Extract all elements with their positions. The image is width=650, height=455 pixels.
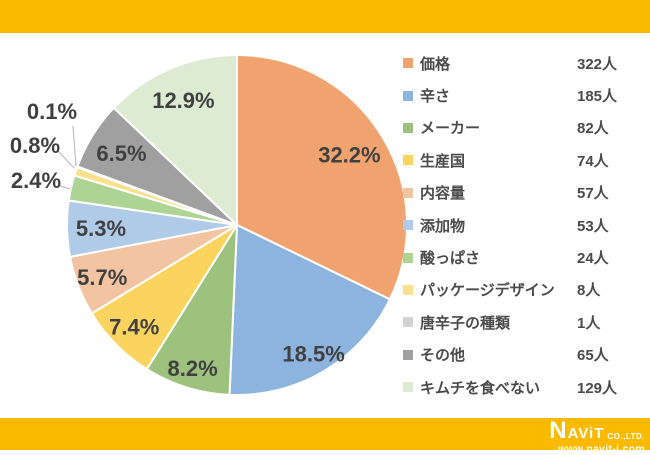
pie-slice-1	[228, 223, 392, 396]
legend-item-6: 酸っぱさ 24人	[403, 241, 643, 273]
legend-label: 酸っぱさ	[420, 250, 481, 268]
legend-item-0: 価格 322人	[403, 47, 643, 79]
percent-label-4: 5.7%	[77, 265, 127, 290]
legend-label: 価格	[420, 55, 451, 73]
legend-label: 添加物	[420, 217, 466, 235]
legend-item-9: その他 65人	[403, 339, 643, 371]
legend-color-swatch	[403, 382, 413, 393]
percent-label-2: 8.2%	[168, 356, 218, 381]
legend-label: 辛さ	[420, 88, 451, 106]
percent-label-3: 7.4%	[109, 315, 159, 340]
legend-label: パッケージデザイン	[420, 282, 555, 300]
legend-item-7: パッケージデザイン 8人	[403, 274, 643, 306]
legend-count: 74人	[577, 152, 609, 170]
legend-item-2: メーカー 82人	[403, 112, 643, 144]
legend-item-4: 内容量 57人	[403, 177, 643, 209]
label-leader-line	[72, 125, 77, 167]
legend-color-swatch	[403, 317, 413, 328]
legend-count: 57人	[577, 185, 609, 203]
navit-logo-line: NAViT CO.,LTD.	[549, 417, 645, 444]
legend-label: 生産国	[420, 152, 466, 170]
navit-logo: NAViT CO.,LTD. www.navit-j.com	[549, 417, 645, 455]
percent-label-5: 5.3%	[76, 216, 126, 241]
legend-color-swatch	[403, 58, 413, 69]
legend-count: 53人	[577, 217, 609, 235]
percent-label-10: 12.9%	[152, 88, 214, 113]
percent-label-1: 18.5%	[282, 342, 344, 367]
legend-color-swatch	[403, 90, 413, 101]
legend-count: 65人	[577, 347, 609, 365]
navit-logo-co: CO.,LTD.	[607, 432, 645, 441]
legend-item-1: 辛さ 185人	[403, 79, 643, 111]
legend-count: 185人	[577, 88, 618, 106]
pie-slice-10	[112, 53, 238, 228]
legend-color-swatch	[403, 220, 413, 231]
top-accent-bar	[0, 0, 650, 33]
label-leader-line	[57, 184, 71, 190]
legend-item-10: キムチを食べない 129人	[403, 371, 643, 403]
percent-label-0: 32.2%	[318, 143, 380, 168]
legend-item-8: 唐辛子の種類 1人	[403, 306, 643, 338]
legend-item-3: 生産国 74人	[403, 144, 643, 176]
bottom-accent-bar: NAViT CO.,LTD. www.navit-j.com	[0, 417, 650, 454]
legend-label: 唐辛子の種類	[420, 314, 511, 332]
legend-count: 1人	[577, 314, 601, 332]
legend-count: 322人	[577, 55, 618, 73]
legend-color-swatch	[403, 252, 413, 263]
legend-color-swatch	[403, 349, 413, 360]
legend-count: 129人	[577, 379, 618, 397]
navit-logo-url: www.navit-j.com	[558, 443, 645, 455]
percent-label-6: 2.4%	[11, 168, 61, 193]
legend-color-swatch	[403, 155, 413, 166]
percent-label-7: 0.8%	[10, 133, 60, 158]
legend-item-5: 添加物 53人	[403, 209, 643, 241]
legend-label: メーカー	[420, 120, 481, 138]
legend-color-swatch	[403, 122, 413, 133]
legend-count: 82人	[577, 120, 609, 138]
percent-label-9: 6.5%	[96, 141, 146, 166]
legend-label: 内容量	[420, 185, 466, 203]
pie-slice-2	[145, 221, 239, 396]
legend-label: その他	[420, 347, 466, 365]
legend-color-swatch	[403, 284, 413, 295]
legend-color-swatch	[403, 187, 413, 198]
legend: 価格 322人辛さ 185人メーカー 82人生産国 74人内容量 57人添加物 53人酸っぱ…	[403, 47, 643, 403]
legend-count: 8人	[577, 282, 601, 300]
legend-label: キムチを食べない	[420, 379, 541, 397]
navit-logo-text: NAViT	[549, 417, 605, 444]
label-leader-line	[57, 150, 75, 169]
legend-count: 24人	[577, 250, 609, 268]
percent-label-8: 0.1%	[27, 99, 77, 124]
